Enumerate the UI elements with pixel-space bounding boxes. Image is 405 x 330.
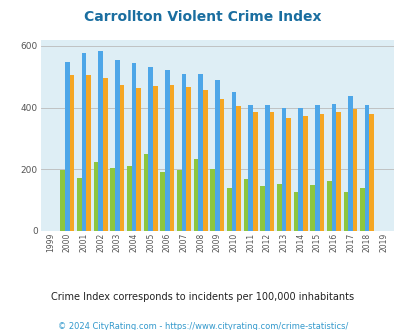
Bar bbox=[369, 114, 373, 231]
Bar bbox=[181, 74, 186, 231]
Bar bbox=[297, 108, 302, 231]
Text: © 2024 CityRating.com - https://www.cityrating.com/crime-statistics/: © 2024 CityRating.com - https://www.city… bbox=[58, 322, 347, 330]
Bar bbox=[202, 90, 207, 231]
Bar bbox=[164, 71, 169, 231]
Bar bbox=[210, 169, 214, 231]
Bar bbox=[77, 178, 81, 231]
Bar bbox=[226, 188, 231, 231]
Bar bbox=[269, 112, 273, 231]
Bar bbox=[86, 76, 91, 231]
Bar bbox=[247, 105, 252, 231]
Bar bbox=[148, 67, 153, 231]
Bar bbox=[364, 105, 369, 231]
Bar bbox=[193, 159, 198, 231]
Bar bbox=[110, 168, 115, 231]
Bar bbox=[359, 188, 364, 231]
Bar bbox=[252, 112, 257, 231]
Text: Crime Index corresponds to incidents per 100,000 inhabitants: Crime Index corresponds to incidents per… bbox=[51, 292, 354, 302]
Text: Carrollton Violent Crime Index: Carrollton Violent Crime Index bbox=[84, 10, 321, 24]
Bar bbox=[302, 116, 307, 231]
Bar bbox=[69, 75, 74, 231]
Bar bbox=[127, 166, 131, 231]
Bar bbox=[131, 63, 136, 231]
Bar bbox=[264, 105, 269, 231]
Bar bbox=[102, 79, 107, 231]
Bar bbox=[343, 192, 347, 231]
Bar bbox=[169, 85, 174, 231]
Bar bbox=[314, 105, 319, 231]
Bar bbox=[309, 185, 314, 231]
Bar bbox=[286, 118, 290, 231]
Bar bbox=[293, 192, 297, 231]
Bar bbox=[319, 114, 323, 231]
Bar bbox=[119, 85, 124, 231]
Bar bbox=[136, 88, 141, 231]
Bar bbox=[243, 179, 247, 231]
Bar bbox=[60, 170, 65, 231]
Bar bbox=[81, 53, 86, 231]
Bar bbox=[276, 184, 281, 231]
Bar bbox=[326, 181, 331, 231]
Bar bbox=[93, 162, 98, 231]
Bar bbox=[143, 154, 148, 231]
Bar bbox=[231, 92, 236, 231]
Bar bbox=[160, 172, 164, 231]
Bar bbox=[335, 112, 340, 231]
Bar bbox=[186, 87, 190, 231]
Bar bbox=[115, 60, 119, 231]
Bar bbox=[177, 170, 181, 231]
Bar bbox=[98, 51, 102, 231]
Bar bbox=[153, 86, 157, 231]
Bar bbox=[65, 62, 69, 231]
Bar bbox=[331, 104, 335, 231]
Bar bbox=[219, 99, 224, 231]
Bar bbox=[347, 96, 352, 231]
Bar bbox=[281, 108, 286, 231]
Bar bbox=[260, 186, 264, 231]
Bar bbox=[214, 80, 219, 231]
Bar bbox=[352, 109, 357, 231]
Bar bbox=[236, 106, 240, 231]
Bar bbox=[198, 74, 202, 231]
